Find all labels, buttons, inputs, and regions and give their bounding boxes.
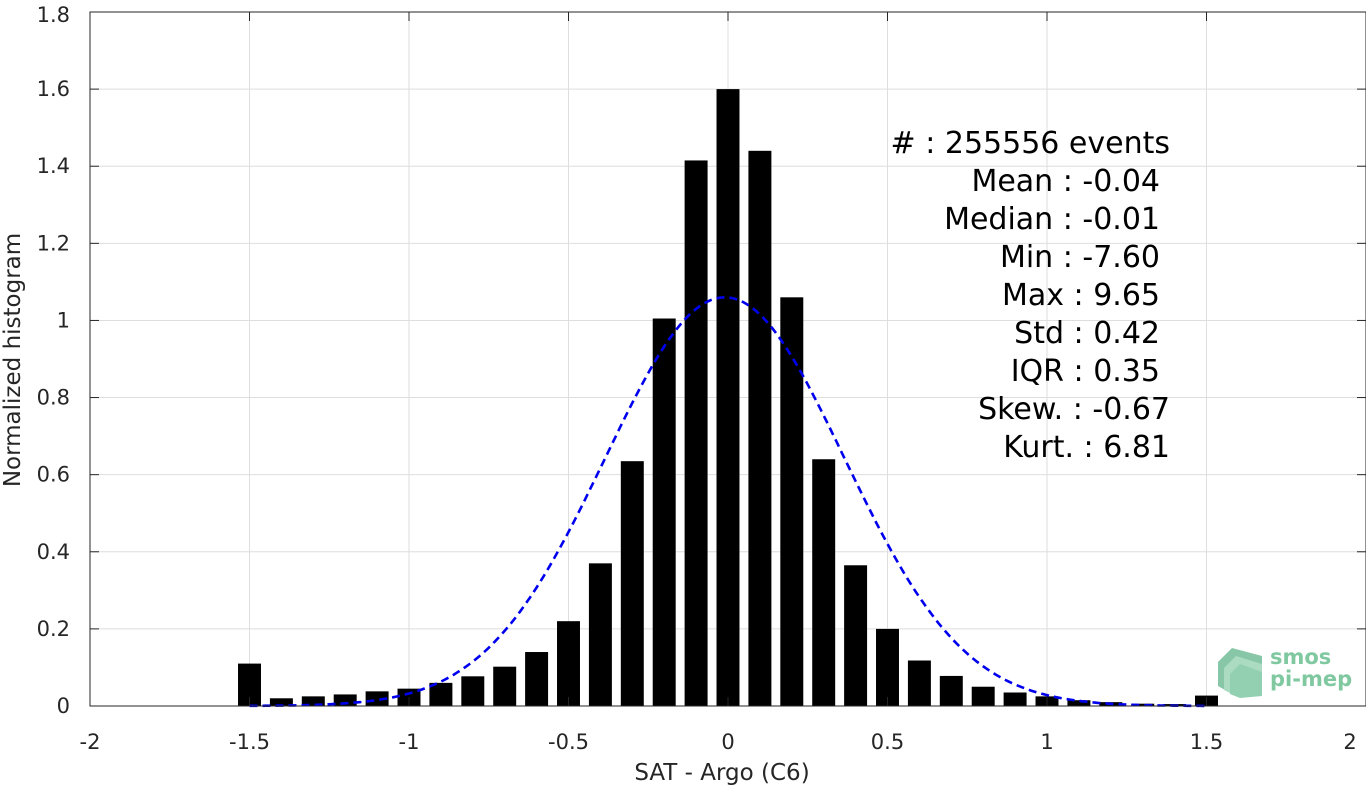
x-tick-label-0: -2 bbox=[80, 730, 101, 754]
histogram-bar-26 bbox=[1067, 700, 1091, 706]
histogram-bar-11 bbox=[588, 563, 612, 706]
x-tick-label-2: -1 bbox=[399, 730, 420, 754]
histogram-bar-7 bbox=[461, 676, 485, 706]
histogram-bar-9 bbox=[525, 652, 549, 706]
stat-line-5: Std : 0.42 bbox=[1014, 316, 1160, 351]
stat-line-4: Max : 9.65 bbox=[1002, 278, 1160, 313]
x-tick-label-7: 1.5 bbox=[1190, 730, 1223, 754]
x-axis-label: SAT - Argo (C6) bbox=[634, 760, 809, 786]
x-tick-label-1: -1.5 bbox=[229, 730, 270, 754]
histogram-bar-18 bbox=[812, 459, 836, 706]
x-tick-label-6: 1 bbox=[1040, 730, 1053, 754]
histogram-bar-6 bbox=[429, 682, 453, 706]
histogram-bar-14 bbox=[684, 160, 708, 706]
histogram-bar-16 bbox=[748, 150, 772, 707]
y-tick-label-6: 1.2 bbox=[37, 231, 70, 255]
y-tick-label-1: 0.2 bbox=[37, 617, 70, 641]
y-tick-label-9: 1.8 bbox=[37, 3, 70, 27]
stat-line-6: IQR : 0.35 bbox=[1011, 354, 1160, 389]
histogram-bar-10 bbox=[557, 621, 580, 706]
histogram-bar-0 bbox=[238, 663, 261, 706]
stat-line-7: Skew. : -0.67 bbox=[978, 392, 1170, 427]
histogram-bar-22 bbox=[939, 675, 963, 706]
histogram-bar-19 bbox=[844, 565, 868, 706]
logo-text-smos: smos bbox=[1270, 645, 1331, 669]
stat-line-1: Mean : -0.04 bbox=[971, 164, 1160, 199]
histogram-bar-2 bbox=[301, 696, 325, 706]
stat-line-3: Min : -7.60 bbox=[1000, 240, 1160, 275]
y-axis-label: Normalized histogram bbox=[0, 233, 26, 487]
histogram-bar-15 bbox=[716, 89, 740, 707]
x-tick-labels: -2 -1.5 -1 -0.5 0 0.5 1 1.5 2 bbox=[80, 730, 1357, 754]
histogram-bar-8 bbox=[493, 666, 517, 706]
x-tick-label-4: 0 bbox=[721, 730, 734, 754]
y-tick-label-2: 0.4 bbox=[37, 540, 70, 564]
y-tick-label-7: 1.4 bbox=[37, 154, 70, 178]
logo-icon bbox=[1218, 648, 1262, 698]
histogram-bar-4 bbox=[365, 691, 389, 706]
stat-line-0: # : 255556 events bbox=[891, 126, 1170, 161]
histogram-bar-13 bbox=[652, 318, 676, 706]
histogram-bar-17 bbox=[780, 297, 804, 706]
stat-line-8: Kurt. : 6.81 bbox=[1003, 430, 1170, 465]
histogram-bar-20 bbox=[876, 628, 899, 706]
histogram-bar-28 bbox=[1131, 703, 1155, 706]
histogram-bar-23 bbox=[971, 686, 995, 706]
gaussian-fit-curve bbox=[249, 295, 1207, 708]
x-tick-label-8: 2 bbox=[1343, 730, 1356, 754]
histogram-bar-3 bbox=[333, 694, 357, 706]
y-tick-label-4: 0.8 bbox=[37, 386, 70, 410]
x-tick-label-3: -0.5 bbox=[548, 730, 589, 754]
smos-pi-mep-logo: smos pi-mep bbox=[1218, 645, 1352, 698]
x-tick-label-5: 0.5 bbox=[871, 730, 904, 754]
histogram-bar-12 bbox=[620, 461, 644, 706]
y-tick-label-5: 1 bbox=[57, 308, 70, 332]
y-tick-labels: 0 0.2 0.4 0.6 0.8 1 1.2 1.4 1.6 1.8 bbox=[37, 3, 70, 718]
logo-text-pi-mep: pi-mep bbox=[1270, 667, 1352, 691]
histogram-bar-21 bbox=[907, 660, 931, 706]
y-tick-label-3: 0.6 bbox=[37, 463, 70, 487]
stat-line-2: Median : -0.01 bbox=[944, 202, 1160, 237]
histogram-bars bbox=[238, 89, 1218, 707]
y-tick-label-8: 1.6 bbox=[37, 77, 70, 101]
histogram-bar-24 bbox=[1003, 692, 1027, 706]
axis-ticks bbox=[89, 11, 1366, 707]
histogram-bar-1 bbox=[269, 698, 293, 706]
y-tick-label-0: 0 bbox=[57, 694, 70, 718]
